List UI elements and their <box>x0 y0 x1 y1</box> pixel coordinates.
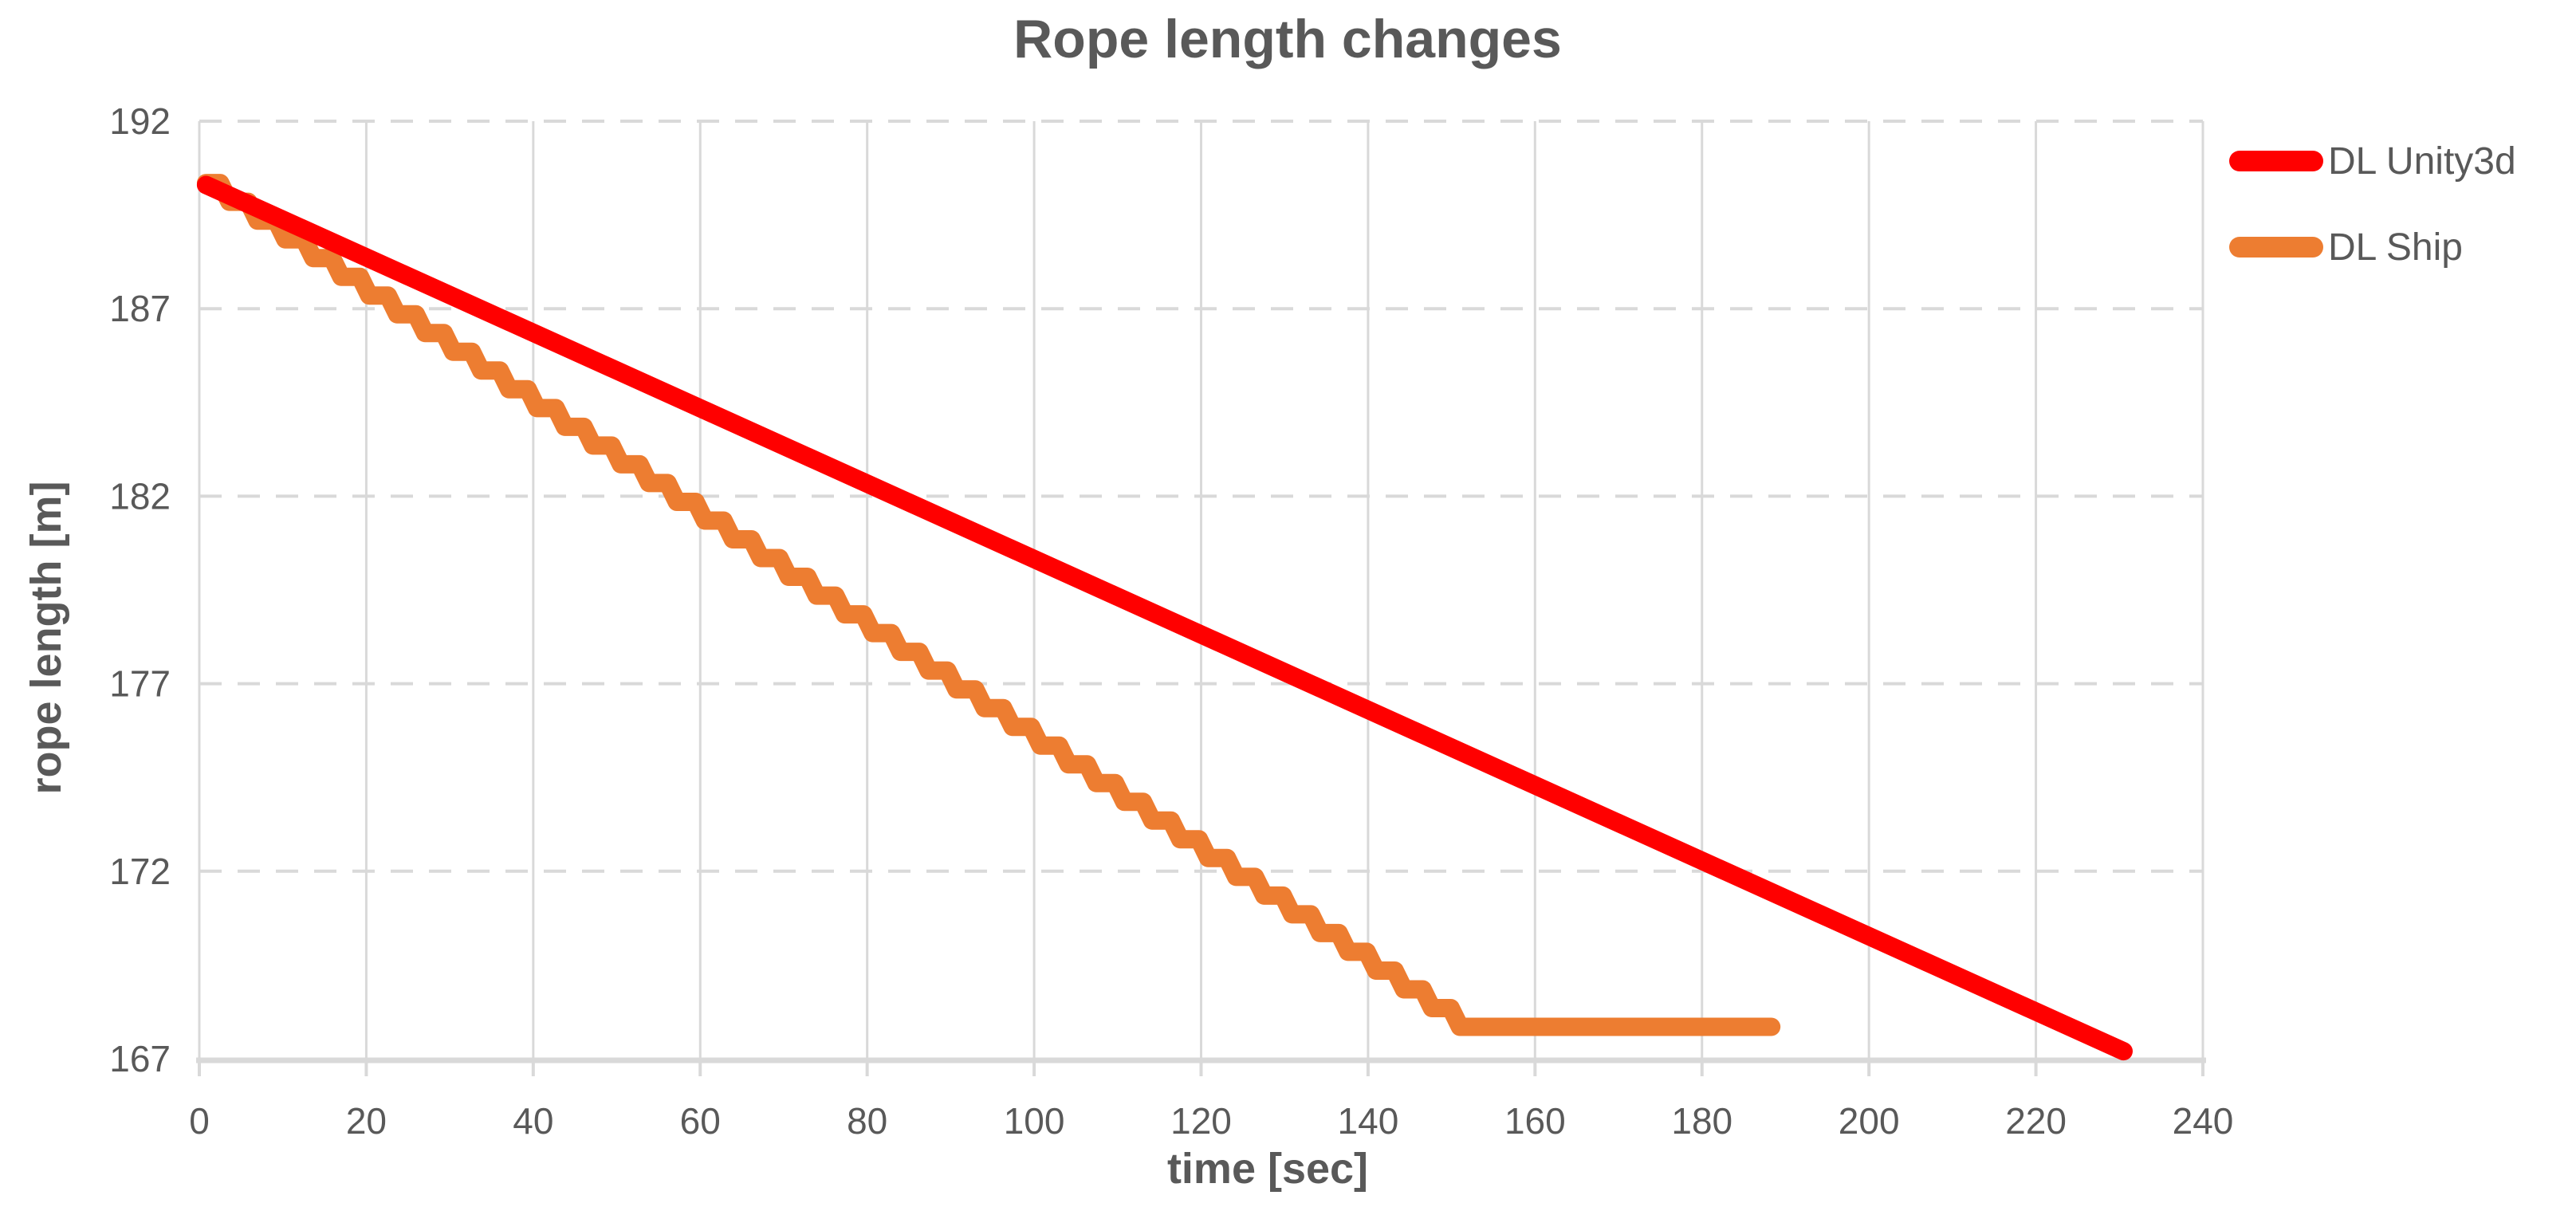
horizontal-gridlines <box>199 120 2203 873</box>
legend-item-dl-ship: DL Ship <box>2229 226 2516 269</box>
series-line-dl-ship <box>196 174 1781 1036</box>
x-axis-tick-label: 200 <box>1839 1100 1900 1142</box>
y-axis-tick-label: 172 <box>109 851 171 892</box>
legend-label-dl-ship: DL Ship <box>2328 226 2463 269</box>
y-axis-tick-label: 167 <box>109 1038 171 1079</box>
x-axis-tick-label: 120 <box>1170 1100 1232 1142</box>
legend-item-dl-unity3d: DL Unity3d <box>2229 140 2516 183</box>
y-axis-tick-label: 182 <box>109 475 171 517</box>
y-axis-tick-label: 187 <box>109 288 171 329</box>
x-axis-title: time [sec] <box>1167 1145 1368 1193</box>
legend: DL Unity3d DL Ship <box>2229 140 2516 313</box>
x-axis-tick-label: 80 <box>847 1100 887 1142</box>
x-axis-tick-labels: 0 20 40 60 80 100 120 140 160 180 200 220 240 <box>189 1100 2233 1142</box>
x-axis-tick-label: 180 <box>1671 1100 1732 1142</box>
series-lines <box>196 174 2133 1061</box>
x-axis-tick-label: 0 <box>189 1100 210 1142</box>
x-axis-tick-label: 160 <box>1504 1100 1566 1142</box>
x-axis-tick-label: 220 <box>2005 1100 2067 1142</box>
y-axis-tick-label: 192 <box>109 100 171 142</box>
series-line-dl-unity3d <box>196 175 2133 1061</box>
x-axis-tick-label: 20 <box>346 1100 387 1142</box>
axis-lines <box>196 1057 2206 1076</box>
y-axis-title: rope length [m] <box>22 482 70 795</box>
chart-title: Rope length changes <box>1013 9 1562 69</box>
y-axis-tick-label: 177 <box>109 663 171 705</box>
legend-label-dl-unity3d: DL Unity3d <box>2328 140 2516 183</box>
x-axis-tick-label: 60 <box>680 1100 721 1142</box>
x-axis-tick-label: 140 <box>1338 1100 1399 1142</box>
vertical-gridlines <box>198 121 2204 1059</box>
x-axis-tick-label: 240 <box>2173 1100 2234 1142</box>
y-axis-tick-labels: 167 172 177 182 187 192 <box>109 100 171 1079</box>
orange-line-legend-marker-icon <box>2229 237 2323 258</box>
x-axis-tick-label: 40 <box>513 1100 553 1142</box>
x-axis-tick-label: 100 <box>1004 1100 1065 1142</box>
red-line-legend-marker-icon <box>2229 151 2323 171</box>
